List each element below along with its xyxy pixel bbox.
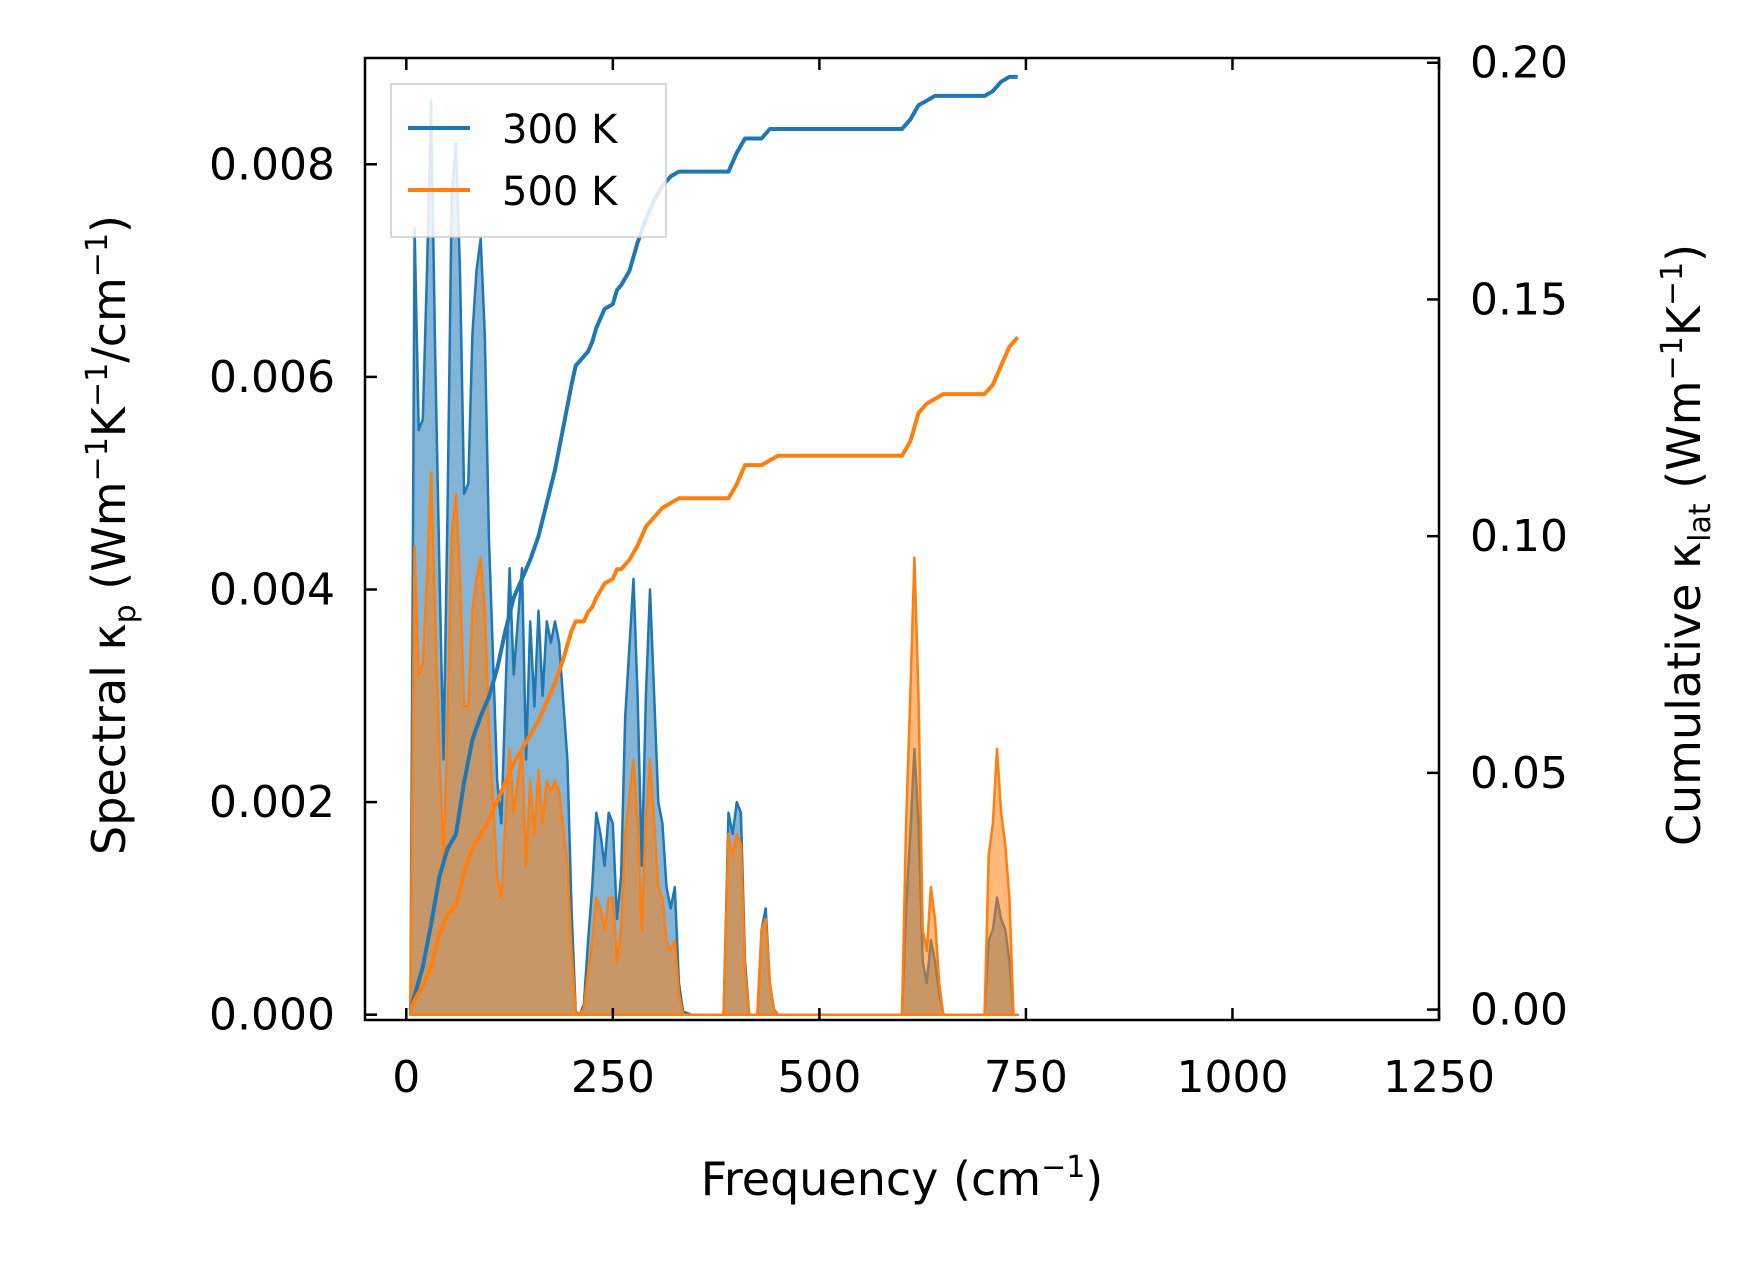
spectral-area-500k — [409, 471, 1019, 1016]
y-right-tick-label: 0.10 — [1470, 511, 1568, 562]
x-tick-label: 500 — [777, 1052, 861, 1103]
y-left-tick-label: 0.002 — [209, 777, 335, 828]
x-tick-label: 750 — [984, 1052, 1068, 1103]
legend-label-300k: 300 K — [502, 107, 619, 153]
y-left-tick-label: 0.006 — [209, 352, 335, 403]
y-left-tick-label: 0.000 — [209, 990, 335, 1041]
legend-label-500k: 500 K — [502, 169, 619, 215]
y-right-tick-label: 0.15 — [1470, 274, 1568, 325]
x-tick-label: 1250 — [1383, 1052, 1495, 1103]
y-left-tick-label: 0.008 — [209, 139, 335, 190]
tick-layer: 0 250 500 750 1000 1250 0.000 0.002 0.004 0.006 0.… — [209, 38, 1568, 1103]
x-tick-label: 1000 — [1176, 1052, 1288, 1103]
x-tick-label: 250 — [571, 1052, 655, 1103]
x-axis-title: Frequency (cm−1) — [701, 1150, 1104, 1206]
x-tick-label: 0 — [392, 1052, 420, 1103]
y-right-tick-label: 0.00 — [1470, 985, 1568, 1036]
legend: 300 K 500 K — [390, 83, 667, 238]
legend-box — [390, 83, 667, 238]
area-layer — [409, 99, 1019, 1016]
plot-frame — [363, 56, 1441, 1022]
cumulative-line-300k — [408, 74, 1018, 1011]
y-right-tick-label: 0.20 — [1470, 38, 1568, 89]
y-right-axis-title: Cumulative κlat (Wm−1K−1) — [1655, 244, 1718, 846]
y-right-tick-label: 0.05 — [1470, 748, 1568, 799]
cumulative-line-500k — [408, 335, 1020, 1011]
y-left-axis-title: Spectral κp (Wm−1K−1/cm−1) — [80, 215, 143, 855]
cumulative-layer — [408, 74, 1020, 1011]
y-left-tick-label: 0.004 — [209, 564, 335, 615]
